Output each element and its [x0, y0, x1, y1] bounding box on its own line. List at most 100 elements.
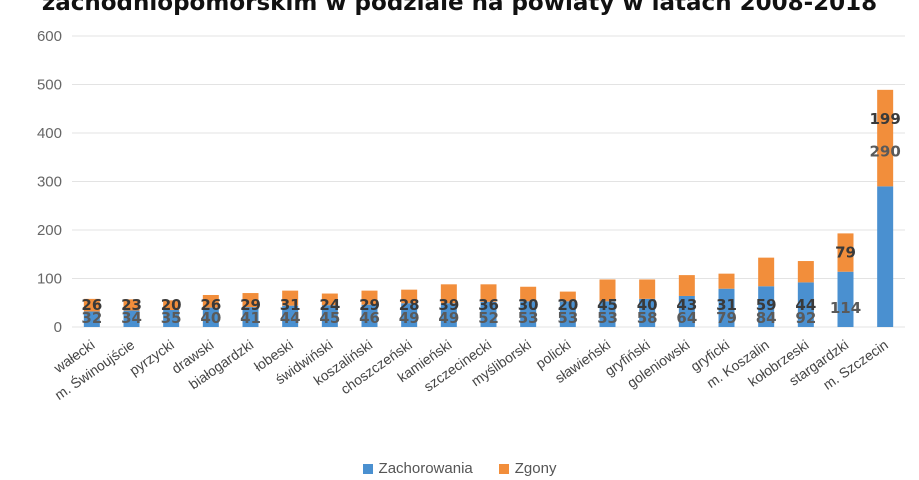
data-label-zgony: 59 — [756, 296, 777, 314]
bar-zgony — [837, 233, 854, 272]
bar-zgony — [440, 284, 457, 304]
y-tick-label: 0 — [54, 319, 62, 336]
bar-zgony — [678, 275, 695, 296]
bar-zachorowania — [123, 310, 140, 327]
data-label-zgony: 79 — [835, 244, 856, 262]
bar-zachorowania — [242, 307, 259, 327]
bar-zgony — [480, 284, 497, 302]
data-label-zgony: 20 — [557, 296, 578, 314]
data-label-zachorowania: 46 — [359, 309, 380, 327]
data-label-zgony: 30 — [518, 296, 539, 314]
bar-zgony — [321, 293, 338, 306]
bar-zgony — [599, 279, 616, 302]
bar-zgony — [639, 279, 656, 299]
bar-zgony — [163, 300, 180, 311]
bar-zachorowania — [639, 298, 656, 327]
bar-zgony — [758, 257, 775, 287]
data-label-zachorowania: 290 — [870, 142, 901, 160]
data-label-zachorowania: 53 — [518, 309, 539, 327]
bar-zachorowania — [837, 271, 854, 327]
bar-zgony — [361, 290, 378, 305]
bar-zachorowania — [83, 311, 100, 327]
bar-zachorowania — [520, 301, 537, 327]
data-label-zgony: 26 — [81, 296, 102, 314]
data-label-zachorowania: 41 — [240, 309, 261, 327]
bar-zachorowania — [797, 282, 814, 327]
y-tick-label: 300 — [37, 174, 62, 191]
legend-swatch-zgony — [498, 463, 509, 474]
bar-zachorowania — [559, 301, 576, 327]
data-label-zachorowania: 49 — [438, 309, 459, 327]
bar-zachorowania — [321, 305, 338, 327]
data-label-zgony: 39 — [438, 296, 459, 314]
bar-zachorowania — [758, 286, 775, 327]
bar-zachorowania — [282, 305, 299, 327]
data-label-zgony: 199 — [870, 110, 901, 128]
data-label-zachorowania: 53 — [557, 309, 578, 327]
data-label-zgony: 20 — [161, 296, 182, 314]
data-label-zgony: 45 — [597, 296, 618, 314]
bar-zachorowania — [163, 310, 180, 327]
data-label-zgony: 44 — [795, 296, 816, 314]
bar-zachorowania — [877, 186, 894, 327]
data-label-zachorowania: 53 — [597, 309, 618, 327]
bar-zachorowania — [440, 303, 457, 327]
data-label-zachorowania: 49 — [399, 309, 420, 327]
y-tick-label: 200 — [37, 222, 62, 239]
data-label-zachorowania: 35 — [161, 309, 182, 327]
data-label-zgony: 23 — [121, 296, 142, 314]
bar-zgony — [123, 299, 140, 311]
bar-zgony — [282, 290, 299, 306]
bar-zgony — [718, 273, 735, 289]
bar-zgony — [520, 286, 537, 302]
bar-zgony — [202, 294, 219, 308]
data-label-zgony: 31 — [280, 296, 301, 314]
data-label-zgony: 29 — [359, 296, 380, 314]
bar-zachorowania — [361, 304, 378, 327]
y-tick-label: 500 — [37, 77, 62, 94]
bar-zachorowania — [678, 295, 695, 327]
legend-label-zachorowania: Zachorowania — [378, 460, 473, 477]
data-label-zachorowania: 92 — [795, 309, 816, 327]
data-label-zachorowania: 44 — [280, 309, 301, 327]
data-label-zgony: 26 — [200, 296, 221, 314]
bar-zachorowania — [401, 303, 418, 327]
bar-zgony — [877, 89, 894, 187]
data-label-zachorowania: 79 — [716, 309, 737, 327]
y-tick-label: 600 — [37, 28, 62, 45]
data-label-zachorowania: 32 — [81, 309, 102, 327]
legend: Zachorowania Zgony — [0, 460, 919, 477]
y-tick-label: 100 — [37, 271, 62, 288]
category-label: pyrzycki — [126, 336, 177, 378]
legend-label-zgony: Zgony — [514, 460, 557, 477]
bar-zgony — [242, 293, 259, 308]
data-label-zachorowania: 58 — [637, 309, 658, 327]
data-label-zgony: 31 — [716, 296, 737, 314]
data-label-zgony: 24 — [319, 296, 340, 314]
data-label-zgony: 40 — [637, 296, 658, 314]
bar-zgony — [401, 289, 418, 304]
bar-zachorowania — [202, 307, 219, 327]
data-label-zachorowania: 64 — [676, 309, 697, 327]
bar-zgony — [83, 298, 100, 312]
legend-item-zgony: Zgony — [498, 460, 557, 477]
bar-zgony — [797, 261, 814, 283]
data-label-zgony: 29 — [240, 296, 261, 314]
data-label-zachorowania: 34 — [121, 309, 142, 327]
legend-item-zachorowania: Zachorowania — [362, 460, 473, 477]
data-label-zgony: 28 — [399, 296, 420, 314]
legend-swatch-zachorowania — [362, 463, 373, 474]
data-label-zachorowania: 52 — [478, 309, 499, 327]
chart-title: zachodniopomorskim w podziale na powiaty… — [41, 0, 878, 16]
data-label-zachorowania: 114 — [830, 299, 861, 317]
data-label-zachorowania: 45 — [319, 309, 340, 327]
data-label-zachorowania: 40 — [200, 309, 221, 327]
y-tick-label: 400 — [37, 125, 62, 142]
bar-zachorowania — [480, 301, 497, 327]
data-label-zgony: 36 — [478, 296, 499, 314]
data-label-zgony: 43 — [676, 296, 697, 314]
bar-zachorowania — [599, 301, 616, 327]
data-label-zachorowania: 84 — [756, 309, 777, 327]
bar-zgony — [559, 291, 576, 302]
